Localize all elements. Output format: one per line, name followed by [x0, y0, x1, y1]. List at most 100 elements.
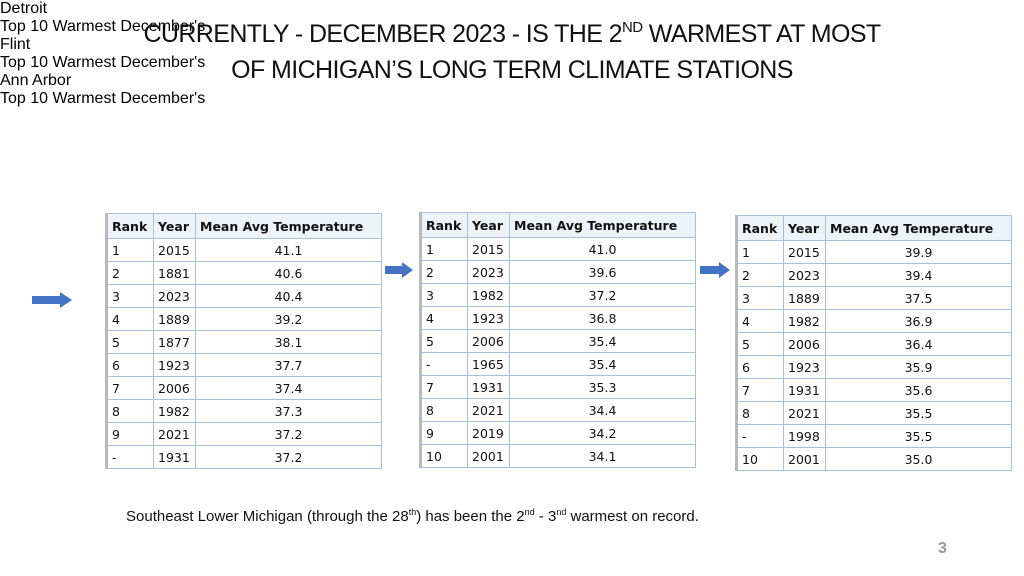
table-row: 2 2023 39.6	[420, 260, 696, 284]
table-cell: 1877	[153, 330, 196, 354]
title-line: CURRENTLY - DECEMBER 2023 - IS THE 2ND W…	[0, 16, 1024, 52]
table-cell: 1889	[783, 286, 826, 310]
table-cell: 1	[420, 237, 468, 261]
arrow	[700, 262, 730, 278]
table-row: 9 2021 37.2	[106, 422, 382, 446]
table-row: 5 1877 38.1	[106, 330, 382, 354]
table-cell: 41.1	[195, 238, 382, 262]
table-cell: 36.4	[825, 332, 1012, 356]
table-row: 2 1881 40.6	[106, 261, 382, 285]
table-cell: 1982	[467, 283, 510, 307]
table-cell: 1931	[467, 375, 510, 399]
table-row: 4 1923 36.8	[420, 306, 696, 330]
table-cell: 1965	[467, 352, 510, 376]
table-row: 7 1931 35.3	[420, 375, 696, 399]
table-cell: 2015	[783, 240, 826, 264]
table-cell: 39.9	[825, 240, 1012, 264]
table-cell: 1923	[783, 355, 826, 379]
table-row: 5 2006 36.4	[736, 332, 1012, 356]
table-cell: 2	[736, 263, 784, 287]
table-row: 4 1982 36.9	[736, 309, 1012, 333]
table-row: 1 2015 39.9	[736, 240, 1012, 264]
column-header: Rank	[736, 215, 784, 241]
table-cell: 3	[106, 284, 154, 308]
table-heading: Detroit Top 10 Warmest December's	[0, 0, 240, 36]
table-cell: 34.4	[509, 398, 696, 422]
table-cell: 8	[736, 401, 784, 425]
station-name: Ann Arbor	[0, 72, 72, 89]
table-cell: 39.6	[509, 260, 696, 284]
text: ) has been the 2	[416, 508, 525, 525]
table-cell: 2023	[467, 260, 510, 284]
table-cell: 37.4	[195, 376, 382, 400]
table-cell: 10	[736, 447, 784, 471]
table-cell: 7	[106, 376, 154, 400]
table-cell: 2015	[467, 237, 510, 261]
table-cell: 2001	[783, 447, 826, 471]
table-cell: 1931	[153, 445, 196, 469]
table-cell: 34.1	[509, 444, 696, 468]
table-cell: 39.2	[195, 307, 382, 331]
table-row: 6 1923 37.7	[106, 353, 382, 377]
table-cell: 39.4	[825, 263, 1012, 287]
table-row: -1931 37.2	[106, 445, 382, 469]
column-header: Year	[467, 212, 510, 238]
table-cell: 1	[106, 238, 154, 262]
table-row: 5 2006 35.4	[420, 329, 696, 353]
table-cell: 1881	[153, 261, 196, 285]
table-subtitle: Top 10 Warmest December's	[0, 18, 206, 35]
table-cell: -	[736, 424, 784, 448]
table-cell: 4	[736, 309, 784, 333]
table-cell: 35.5	[825, 424, 1012, 448]
table-row: 10 2001 34.1	[420, 444, 696, 468]
table-cell: 1998	[783, 424, 826, 448]
page-number: 3	[938, 540, 947, 557]
text: CURRENTLY - DECEMBER 2023 - IS THE 2	[143, 20, 622, 48]
table-cell: 37.2	[195, 422, 382, 446]
table-row: 4 1889 39.2	[106, 307, 382, 331]
table-cell: 9	[106, 422, 154, 446]
table-cell: 1982	[783, 309, 826, 333]
table-row: 3 1889 37.5	[736, 286, 1012, 310]
table-cell: 8	[420, 398, 468, 422]
table-cell: 2021	[783, 401, 826, 425]
column-header: Mean Avg Temperature	[195, 213, 382, 239]
table-cell: 7	[420, 375, 468, 399]
table-cell: 35.9	[825, 355, 1012, 379]
table-cell: 3	[736, 286, 784, 310]
table-cell: -	[420, 352, 468, 376]
table-cell: 1	[736, 240, 784, 264]
column-header: Mean Avg Temperature	[825, 215, 1012, 241]
table-subtitle: Top 10 Warmest December's	[0, 90, 206, 107]
table-cell: 5	[106, 330, 154, 354]
table-row: 3 1982 37.2	[420, 283, 696, 307]
table-cell: 40.6	[195, 261, 382, 285]
table-row: 3 2023 40.4	[106, 284, 382, 308]
station-name: Detroit	[0, 0, 48, 17]
table-cell: 4	[106, 307, 154, 331]
table-row: 6 1923 35.9	[736, 355, 1012, 379]
table-cell: 2015	[153, 238, 196, 262]
table-cell: 1982	[153, 399, 196, 423]
table-cell: 9	[420, 421, 468, 445]
title-line: OF MICHIGAN’S LONG TERM CLIMATE STATIONS	[231, 56, 793, 84]
table-cell: 6	[736, 355, 784, 379]
table-row: 7 2006 37.4	[106, 376, 382, 400]
table-cell: 2023	[783, 263, 826, 287]
table-cell: 41.0	[509, 237, 696, 261]
table-heading: Ann Arbor Top 10 Warmest December's	[0, 72, 245, 108]
column-header: Rank	[106, 213, 154, 239]
table-heading: Flint Top 10 Warmest December's	[0, 36, 245, 72]
table-cell: 35.3	[509, 375, 696, 399]
table-cell: 35.0	[825, 447, 1012, 471]
data-table: Rank Year Mean Avg Temperature 1 2015 41.1 2 18…	[105, 213, 382, 469]
table-cell: 2019	[467, 421, 510, 445]
table-cell: 2021	[153, 422, 196, 446]
table-cell: 37.2	[195, 445, 382, 469]
table-cell: 5	[420, 329, 468, 353]
table-cell: 8	[106, 399, 154, 423]
superscript: ND	[621, 19, 643, 36]
table-cell: 36.9	[825, 309, 1012, 333]
table-cell: 35.4	[509, 329, 696, 353]
table-cell: 1923	[153, 353, 196, 377]
